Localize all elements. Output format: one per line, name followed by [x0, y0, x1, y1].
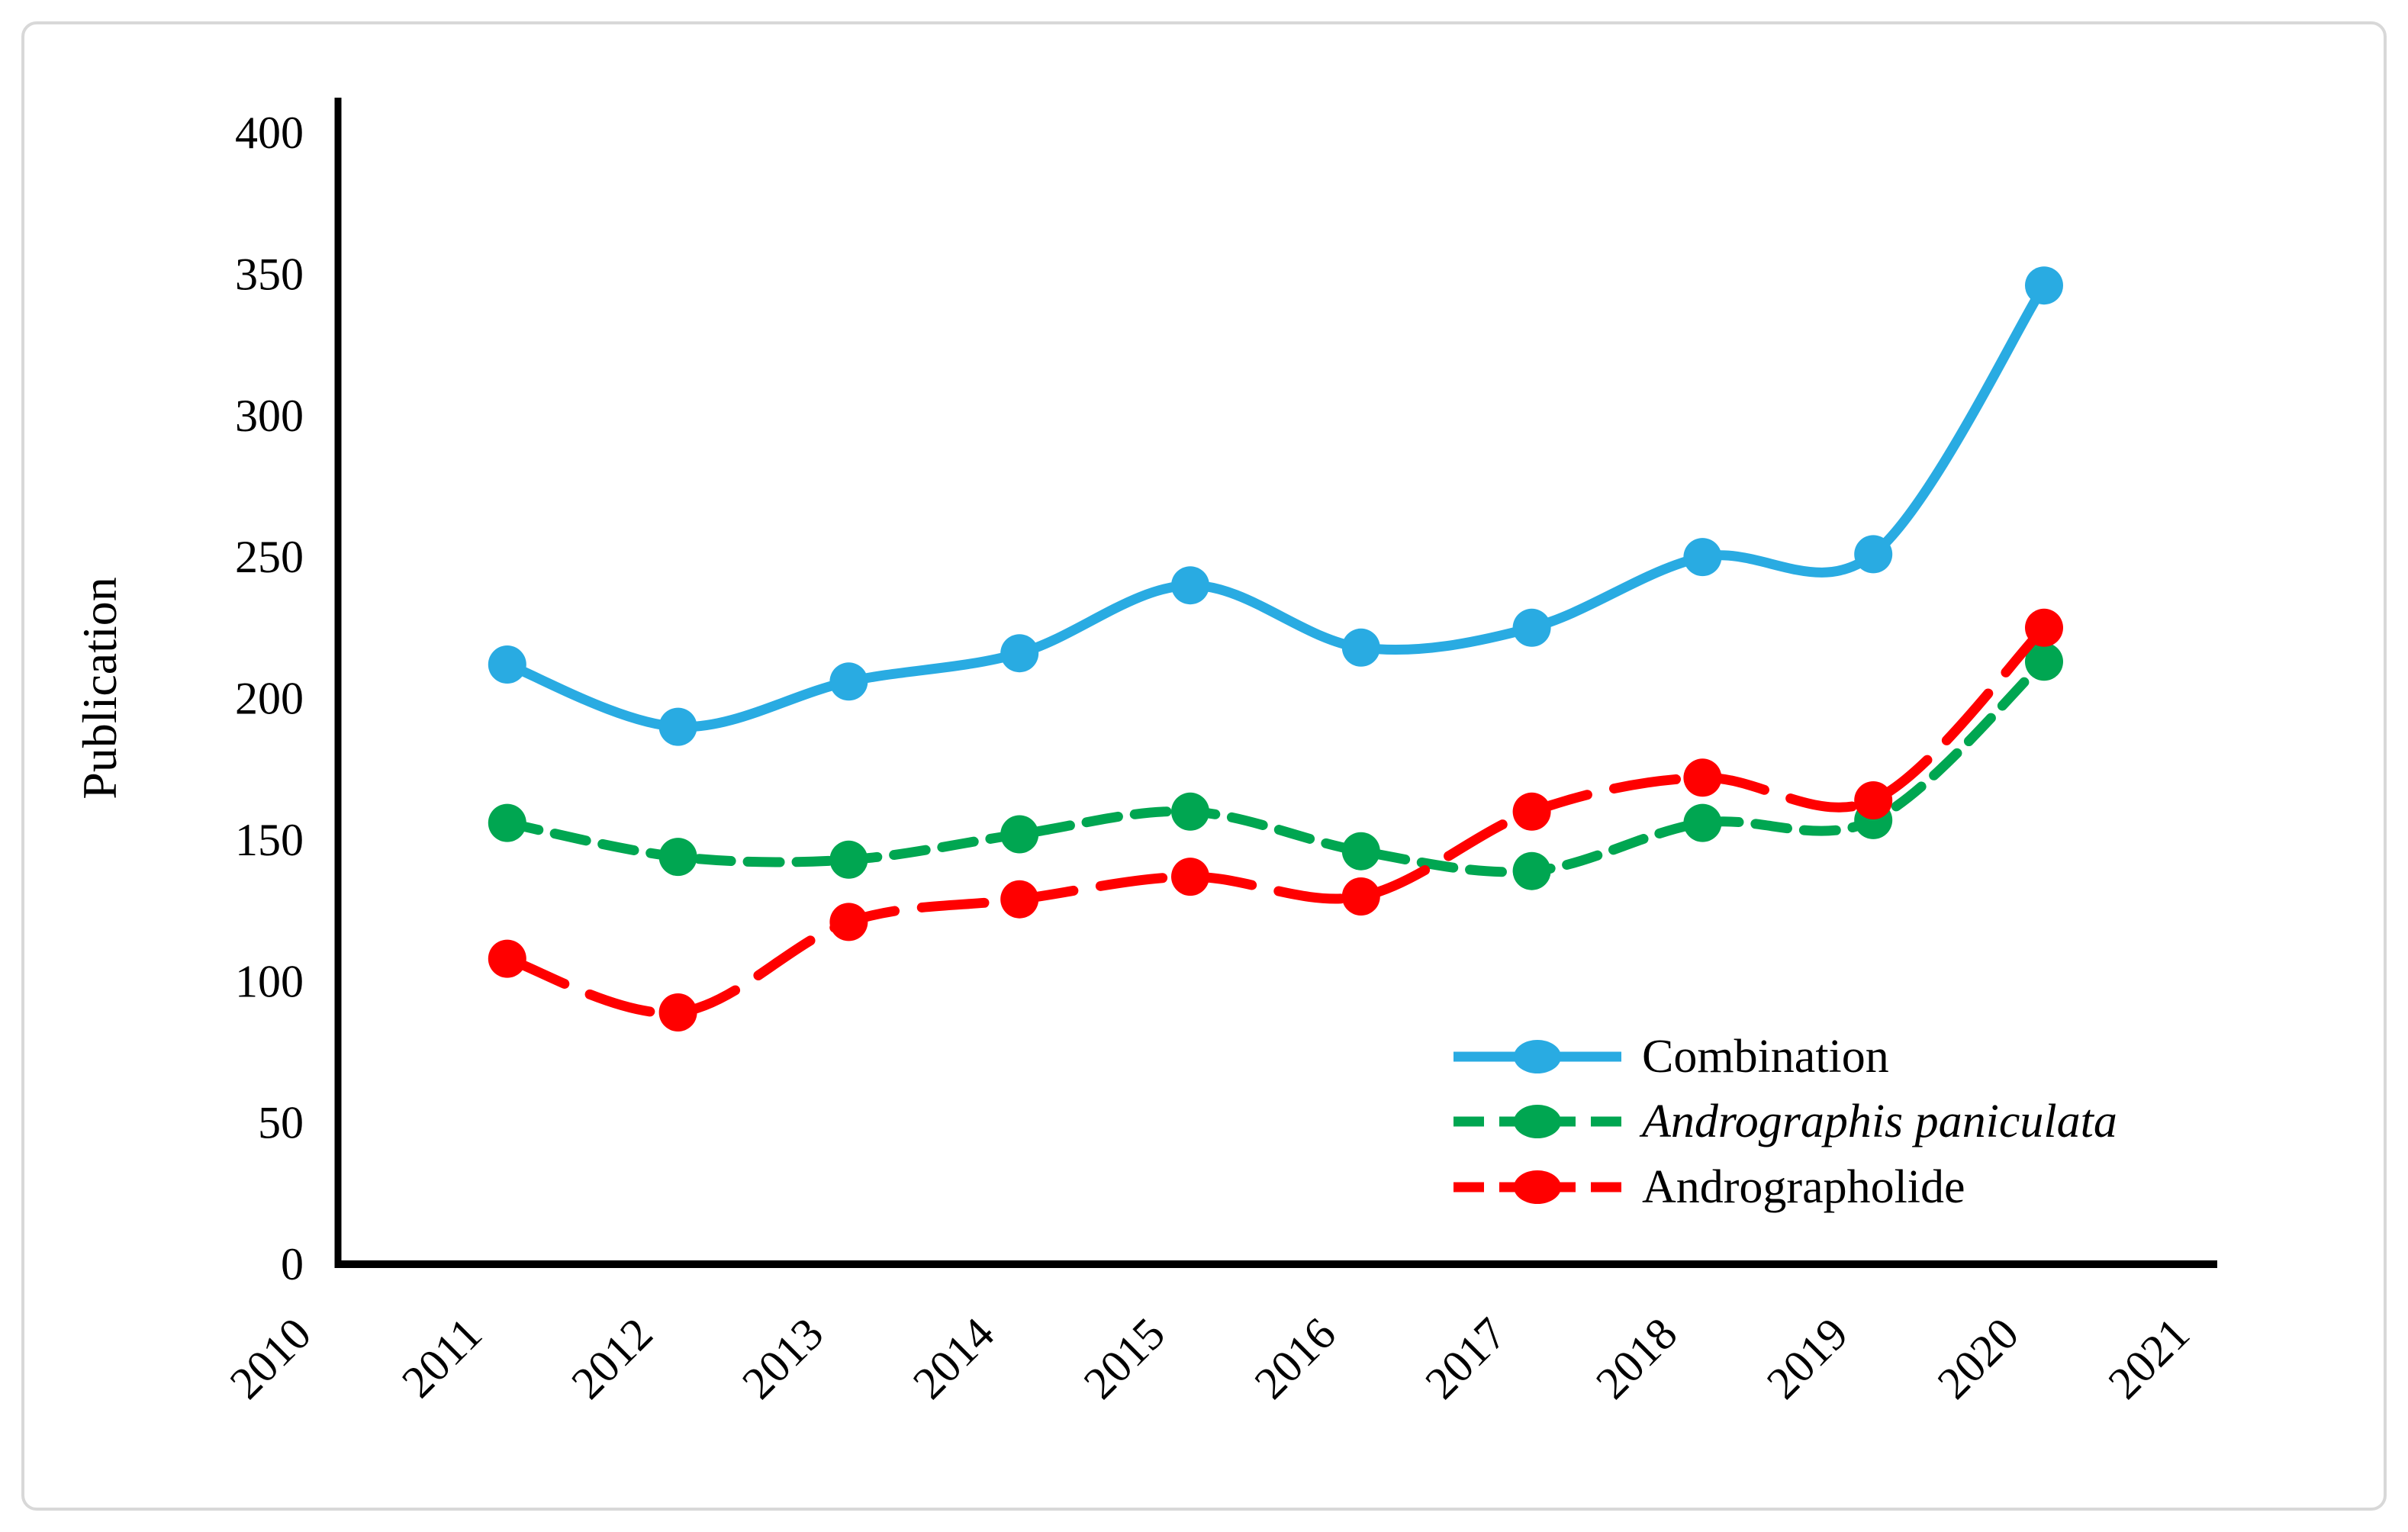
series-layer — [488, 266, 2063, 1032]
data-point-2015 — [1171, 858, 1209, 896]
y-tick-label: 50 — [258, 1098, 304, 1148]
data-point-2014 — [1000, 880, 1039, 919]
x-tick-label: 2021 — [2098, 1308, 2199, 1409]
y-tick-label: 200 — [235, 674, 304, 724]
data-point-2019 — [1854, 535, 1893, 574]
legend-item-andrographis-paniculata: Andrographis paniculata — [1453, 1096, 2117, 1147]
data-point-2019 — [1854, 781, 1893, 819]
data-point-2018 — [1683, 758, 1722, 797]
legend-item-combination: Combination — [1453, 1031, 1889, 1083]
x-tick-label: 2012 — [562, 1308, 662, 1409]
y-tick-label: 0 — [281, 1239, 304, 1289]
data-point-2014 — [1000, 815, 1039, 854]
series-andrographolide — [488, 608, 2063, 1032]
x-tick-label: 2014 — [903, 1308, 1004, 1409]
data-point-2016 — [1341, 877, 1380, 916]
legend-label-combination: Combination — [1642, 1031, 1889, 1083]
x-axis-tick-labels: 2010 2011 2012 2013 2014 2015 2016 2017 2018 2019… — [221, 1308, 2199, 1409]
x-tick-label: 2016 — [1244, 1308, 1345, 1409]
data-point-2011 — [488, 939, 526, 978]
legend-label-andrographis-paniculata: Andrographis paniculata — [1639, 1096, 2117, 1147]
data-point-2016 — [1341, 832, 1380, 871]
data-point-2012 — [658, 838, 697, 877]
y-tick-label: 350 — [235, 249, 304, 299]
data-point-2012 — [658, 707, 697, 746]
data-point-2012 — [658, 993, 697, 1032]
data-point-2011 — [488, 645, 526, 684]
y-axis-title: Publication — [72, 577, 127, 800]
data-point-2014 — [1000, 634, 1039, 673]
x-tick-label: 2013 — [732, 1308, 833, 1409]
x-tick-label: 2015 — [1074, 1308, 1175, 1409]
y-tick-label: 100 — [235, 956, 304, 1006]
y-tick-label: 250 — [235, 532, 304, 582]
legend-marker — [1514, 1170, 1561, 1204]
data-point-2018 — [1683, 538, 1722, 577]
x-tick-label: 2020 — [1928, 1308, 2029, 1409]
series-line — [502, 656, 2049, 877]
data-point-2013 — [829, 903, 868, 941]
data-point-2020 — [2025, 642, 2063, 681]
data-point-2013 — [829, 662, 868, 701]
data-point-2015 — [1171, 566, 1209, 605]
y-axis-tick-labels: 0 50 100 150 200 250 300 350 400 — [235, 108, 304, 1289]
legend: Combination Andrographis paniculata Andr… — [1453, 1031, 2117, 1213]
series-combination — [488, 266, 2063, 746]
x-tick-label: 2019 — [1757, 1308, 1858, 1409]
x-tick-label: 2018 — [1586, 1308, 1687, 1409]
series-line — [502, 623, 2049, 1019]
data-point-2016 — [1341, 628, 1380, 667]
legend-marker — [1514, 1105, 1561, 1138]
data-point-2013 — [829, 840, 868, 879]
x-tick-label: 2017 — [1415, 1308, 1516, 1409]
x-tick-label: 2011 — [392, 1308, 491, 1408]
data-point-2020 — [2025, 608, 2063, 647]
data-point-2011 — [488, 803, 526, 842]
legend-label-andrographolide: Andrographolide — [1642, 1161, 1965, 1213]
y-tick-label: 150 — [235, 815, 304, 865]
data-point-2017 — [1512, 851, 1551, 890]
data-point-2017 — [1512, 792, 1551, 831]
data-point-2015 — [1171, 792, 1209, 831]
y-tick-label: 400 — [235, 108, 304, 158]
series-andrographis-paniculata — [488, 642, 2063, 890]
figure-frame-border — [21, 21, 2387, 1511]
data-point-2018 — [1683, 803, 1722, 842]
legend-item-andrographolide: Andrographolide — [1453, 1161, 1965, 1213]
series-line — [502, 280, 2049, 732]
data-point-2017 — [1512, 608, 1551, 647]
y-tick-label: 300 — [235, 391, 304, 441]
x-tick-label: 2010 — [221, 1308, 321, 1409]
legend-marker — [1514, 1040, 1561, 1073]
data-point-2020 — [2025, 266, 2063, 305]
